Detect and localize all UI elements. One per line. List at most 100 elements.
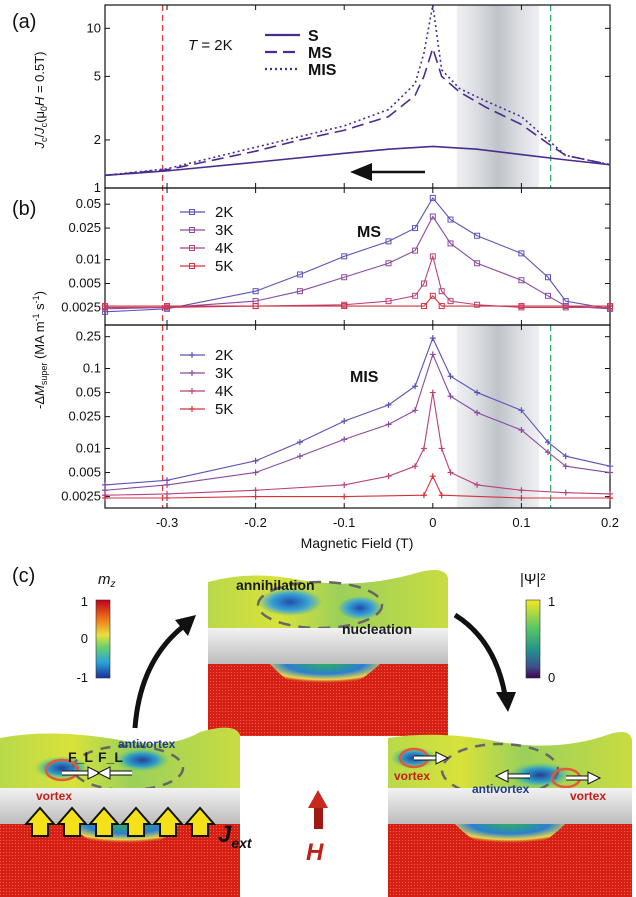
temperature-annotation: T = 2K (188, 37, 233, 54)
colorbar-psi-tick-0: 0 (548, 670, 555, 685)
colorbar-psi-title: |Ψ|² (520, 571, 545, 588)
data-marker (341, 418, 348, 425)
data-marker (429, 473, 436, 480)
data-marker (341, 493, 348, 500)
x-tick-label: -0.1 (333, 515, 355, 530)
y-tick-label: 0.05 (76, 385, 101, 400)
right-force-arrow-3 (566, 771, 602, 785)
field-arrow: H (306, 790, 328, 866)
force-arrow-left (96, 766, 132, 780)
series-layer (102, 4, 613, 502)
legend-marker (189, 370, 195, 376)
top-surface-antivortex-blob (338, 596, 382, 620)
data-marker (102, 303, 108, 310)
data-marker (562, 453, 569, 460)
series-line-2-2 (104, 392, 611, 496)
legend-label-2-3: 5K (215, 401, 233, 418)
data-marker (438, 288, 445, 295)
y-tick-label: 0.025 (68, 220, 101, 235)
data-marker (420, 303, 427, 310)
data-marker (341, 253, 348, 260)
y-tick-label: 0.1 (83, 361, 101, 376)
data-marker (562, 463, 569, 470)
data-marker (296, 439, 303, 446)
data-marker (420, 280, 427, 287)
label-right-antivortex: antivortex (472, 782, 530, 796)
data-marker (544, 292, 551, 299)
y-tick-label: 5 (94, 68, 101, 83)
x-tick-label: 0.2 (601, 515, 619, 530)
data-marker (341, 436, 348, 443)
data-marker (518, 427, 525, 434)
data-marker (420, 445, 427, 452)
colorbar-psi: |Ψ|² 1 0 (520, 571, 555, 685)
data-marker (164, 303, 171, 310)
current-arrow (151, 806, 185, 837)
data-marker (341, 274, 348, 281)
legend-label-a-2: MIS (308, 62, 337, 79)
series-line-1-1 (104, 215, 611, 310)
legend-marker (189, 245, 195, 251)
data-marker (518, 277, 525, 284)
y-tick-label: 0.025 (68, 409, 101, 424)
data-marker (252, 487, 259, 494)
data-marker (474, 301, 481, 308)
data-marker (296, 271, 303, 278)
data-marker (447, 298, 454, 305)
current-arrow (23, 806, 57, 837)
label-force-right: F_L (98, 749, 123, 765)
data-marker (474, 260, 481, 267)
data-marker (447, 240, 454, 247)
series-line-1-0 (104, 196, 611, 313)
data-marker (447, 216, 454, 223)
data-marker (412, 383, 419, 390)
data-marker (607, 469, 613, 476)
legend-marker (189, 388, 195, 394)
colorbar-mz-tick-0: 0 (81, 631, 88, 646)
data-marker (562, 304, 569, 311)
cycle-arrow-left-head (175, 615, 196, 636)
current-arrow (87, 806, 121, 837)
label-field-h: H (306, 839, 324, 866)
data-marker (252, 288, 259, 295)
data-marker (341, 303, 348, 310)
label-force-left: F_L (68, 749, 93, 765)
top-slab (208, 628, 448, 664)
data-marker (544, 274, 551, 281)
y-tick-label: 0.0025 (61, 489, 101, 504)
series-line-1-2 (105, 254, 610, 308)
legend-label-a-0: S (308, 28, 319, 45)
label-right-vortex-2: vortex (570, 789, 606, 803)
data-marker (474, 232, 481, 239)
y-tick-label: 0.01 (76, 252, 101, 267)
y-tick-label: 0.005 (68, 465, 101, 480)
series-line-0-2 (104, 4, 611, 177)
y-tick-label: 1 (94, 180, 101, 195)
y-tick-label: 0.05 (76, 196, 101, 211)
legend-label-1-1: 3K (215, 222, 233, 239)
panel-title-mis: MIS (350, 369, 379, 386)
y-tick-label: 0.005 (68, 276, 101, 291)
current-arrow (55, 806, 89, 837)
legend-marker (189, 406, 195, 412)
right-force-arrow-1 (414, 751, 450, 765)
legend-label-1-2: 4K (215, 240, 233, 257)
data-marker (429, 194, 436, 201)
colorbar-mz-title: mz (98, 571, 116, 590)
colorbar-mz-tick-neg1: -1 (76, 670, 88, 685)
series-line-0-0 (104, 145, 611, 177)
data-marker (412, 463, 419, 470)
data-marker (385, 238, 392, 245)
colorbar-mz: mz 1 0 -1 (76, 571, 115, 685)
legend-label-2-1: 3K (215, 365, 233, 382)
panel-title-ms: MS (357, 224, 381, 241)
data-marker (429, 351, 436, 358)
data-marker (412, 292, 419, 299)
force-arrow-right (62, 766, 102, 780)
data-marker (385, 401, 392, 408)
schematic-group: (c) mz 1 0 -1 |Ψ|² 1 0 annihilation nucl (0, 565, 632, 897)
top-magnet-disc (270, 664, 380, 692)
plot-background-layer (161, 5, 552, 508)
